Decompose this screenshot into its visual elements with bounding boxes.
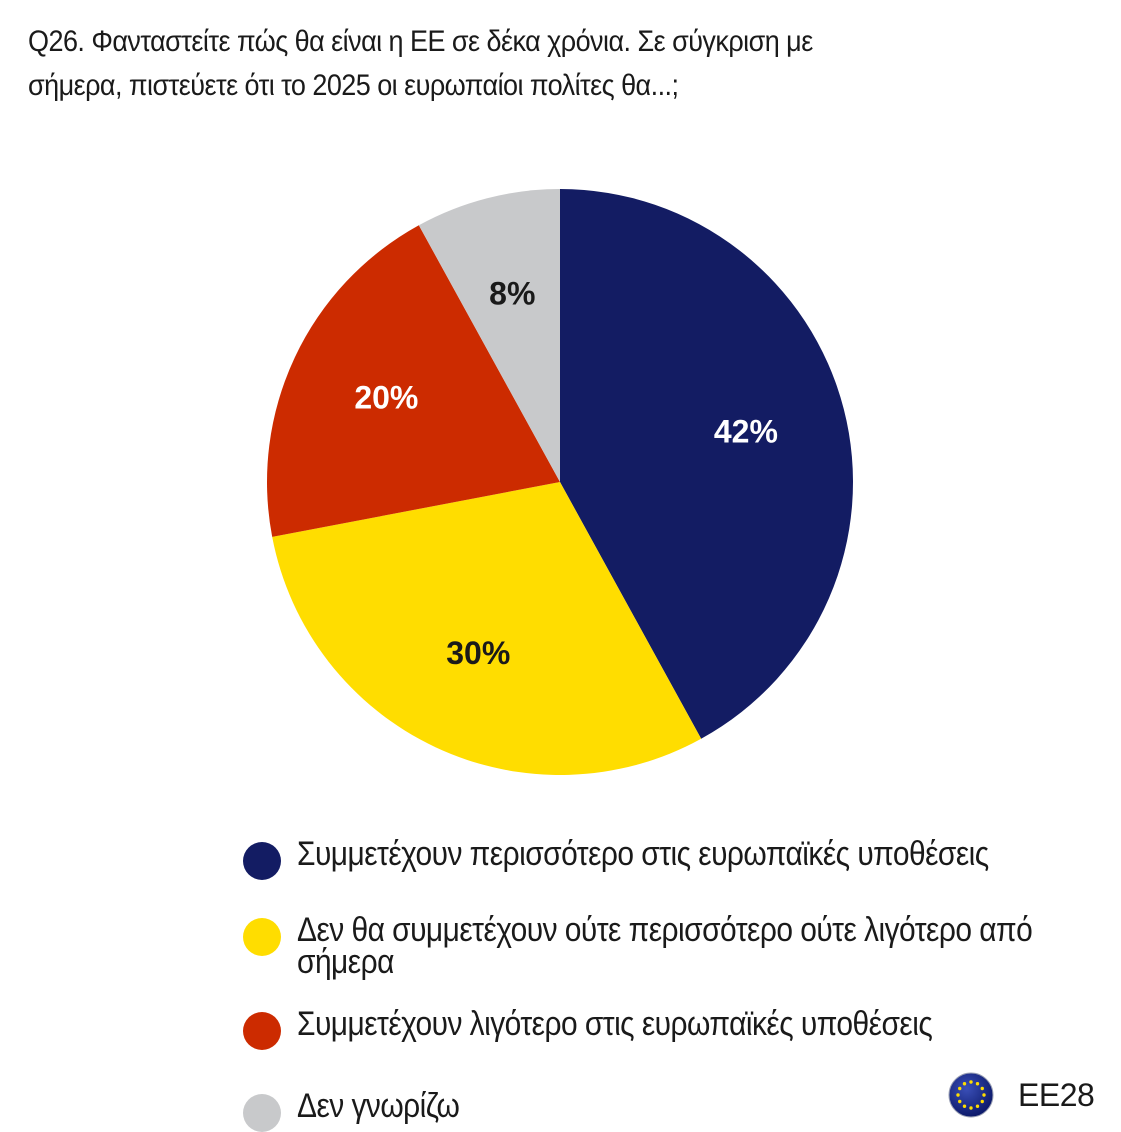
- pie-data-label: 42%: [714, 414, 778, 450]
- legend-label: Συμμετέχουν περισσότερο στις ευρωπαϊκές …: [297, 835, 989, 873]
- legend-label: Δεν θα συμμετέχουν ούτε περισσότερο ούτε…: [297, 911, 1033, 981]
- pie-data-label: 20%: [354, 380, 418, 416]
- pie-slice-more-involved: [560, 189, 853, 739]
- eu28-badge: ΕΕ28: [948, 1072, 1095, 1118]
- legend-swatch: [243, 1012, 281, 1050]
- legend-item-less-involved: Συμμετέχουν λιγότερο στις ευρωπαϊκές υπο…: [243, 1005, 1121, 1050]
- legend-label: Συμμετέχουν λιγότερο στις ευρωπαϊκές υπο…: [297, 1005, 933, 1043]
- legend-swatch: [243, 842, 281, 880]
- chart-title: Q26. Φανταστείτε πώς θα είναι η ΕΕ σε δέ…: [28, 20, 928, 108]
- pie-slice-same-involvement: [272, 482, 702, 775]
- pie-slice-dont-know: [418, 189, 560, 482]
- chart-title-line-2: σήμερα, πιστεύετε ότι το 2025 οι ευρωπαί…: [28, 69, 679, 102]
- chart-title-line-1: Q26. Φανταστείτε πώς θα είναι η ΕΕ σε δέ…: [28, 25, 813, 58]
- legend-swatch: [243, 918, 281, 956]
- pie-slice-less-involved: [267, 225, 560, 537]
- eu28-label: ΕΕ28: [1018, 1076, 1095, 1113]
- eu-flag-icon: [948, 1072, 994, 1118]
- pie-data-label: 30%: [446, 635, 510, 671]
- legend-item-more-involved: Συμμετέχουν περισσότερο στις ευρωπαϊκές …: [243, 835, 1121, 880]
- pie-data-label: 8%: [489, 276, 535, 312]
- legend-item-same-involvement: Δεν θα συμμετέχουν ούτε περισσότερο ούτε…: [243, 911, 1121, 981]
- legend-label: Δεν γνωρίζω: [297, 1087, 460, 1125]
- legend-swatch: [243, 1094, 281, 1132]
